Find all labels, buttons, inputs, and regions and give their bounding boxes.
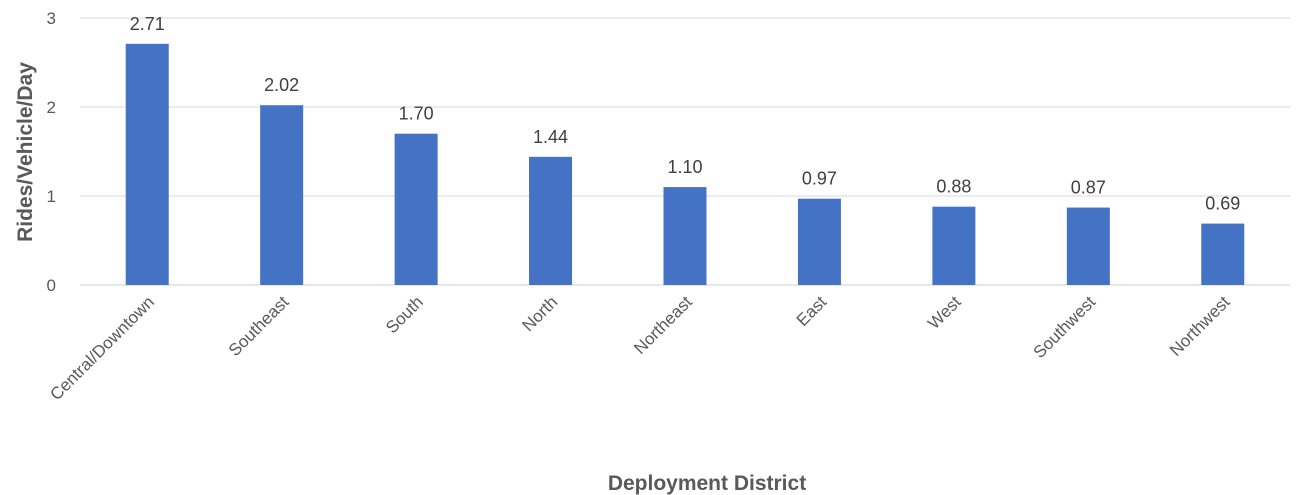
y-tick-label: 1	[47, 187, 56, 206]
data-label: 2.02	[264, 75, 299, 95]
y-tick-label: 3	[47, 9, 56, 28]
bar	[797, 198, 841, 285]
data-label: 1.10	[667, 157, 702, 177]
y-tick-label: 0	[47, 276, 56, 295]
bars	[125, 43, 1245, 286]
x-category-label: Northwest	[1166, 292, 1234, 360]
bar	[1201, 223, 1245, 285]
data-label: 1.44	[533, 127, 568, 147]
x-category-label: North	[519, 292, 562, 335]
bar	[529, 156, 573, 285]
y-axis-title: Rides/Vehicle/Day	[14, 62, 37, 242]
bar	[394, 133, 438, 285]
x-axis-categories: Central/Downtown Southeast South North North…	[46, 292, 1233, 404]
data-label: 0.97	[802, 169, 837, 189]
data-label: 0.69	[1205, 194, 1240, 214]
data-label: 0.87	[1071, 178, 1106, 198]
bar	[1066, 207, 1110, 285]
x-category-label: Southeast	[225, 292, 293, 360]
x-category-label: South	[382, 292, 427, 337]
x-category-label: West	[924, 292, 965, 333]
bar	[932, 206, 976, 285]
data-label: 2.71	[130, 14, 165, 34]
data-labels: 2.71 2.02 1.70 1.44 1.10 0.97 0.88 0.87 0.69	[130, 14, 1241, 214]
data-label: 1.70	[399, 104, 434, 124]
x-category-label: Northeast	[630, 292, 696, 358]
y-axis-ticks: 0 1 2 3	[47, 9, 56, 295]
y-tick-label: 2	[47, 98, 56, 117]
x-category-label: Southwest	[1030, 292, 1100, 362]
bar	[125, 43, 169, 286]
x-axis-title: Deployment District	[608, 472, 806, 495]
x-category-label: East	[793, 292, 831, 330]
bar	[663, 187, 707, 285]
data-label: 0.88	[936, 177, 971, 197]
bar	[260, 105, 304, 285]
x-category-label: Central/Downtown	[46, 292, 158, 404]
